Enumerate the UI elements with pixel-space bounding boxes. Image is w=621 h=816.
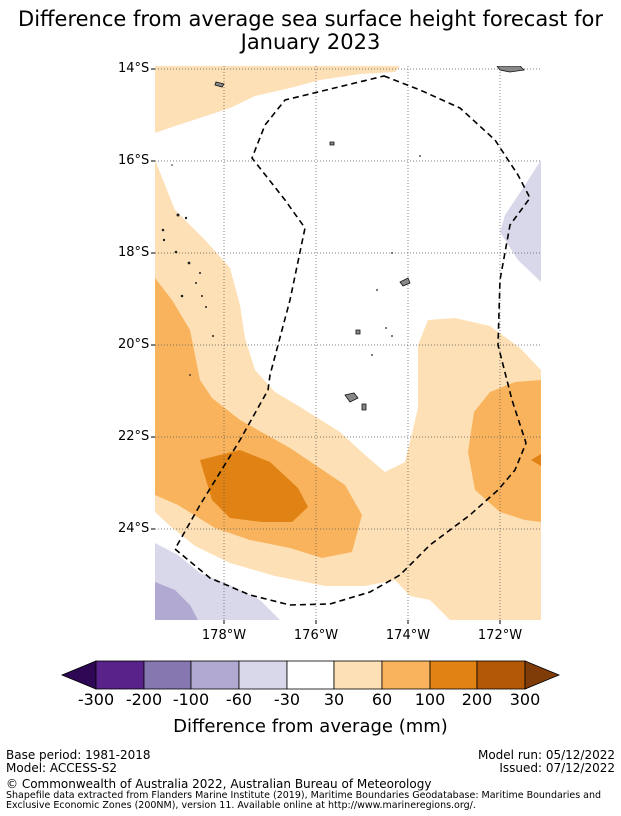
axis-ticks (151, 68, 501, 624)
colorbar-tick: -60 (225, 690, 253, 709)
island-niuafoou (329, 141, 335, 146)
colorbar (60, 660, 561, 690)
shapefile-credit-line-1: Shapefile data extracted from Flanders M… (6, 790, 602, 801)
islands (214, 66, 525, 411)
anomaly-neg60-neg100-south (155, 582, 198, 620)
lon-label-172w: 172°W (477, 628, 523, 643)
lat-label-14s: 14°S (118, 61, 150, 76)
gridlines (155, 66, 541, 620)
anomaly-neg30-neg60-east (500, 160, 541, 282)
colorbar-label: Difference from average (mm) (173, 716, 448, 737)
copyright: © Commonwealth of Australia 2022, Austra… (6, 777, 432, 791)
colorbar-bin-1 (95, 660, 145, 690)
base-period: Base period: 1981-2018 (6, 748, 151, 762)
island-tongatapu (344, 392, 359, 403)
fiji-islets (161, 155, 421, 376)
issued-date: Issued: 07/12/2022 (499, 761, 615, 775)
colorbar-tick: 100 (414, 690, 446, 709)
lon-label-174w: 174°W (385, 628, 431, 643)
map-plot-area (155, 66, 541, 620)
island-haapai (355, 329, 361, 335)
anomaly-60-100-east (468, 380, 541, 522)
colorbar-high-extension (524, 660, 561, 690)
colorbar-tick: -100 (172, 690, 210, 709)
colorbar-tick: 300 (509, 690, 541, 709)
colorbar-bin-9 (476, 660, 526, 690)
colorbar-tick: 60 (371, 690, 393, 709)
island-wallis-area (214, 81, 225, 88)
anomaly-60-100-west (155, 278, 362, 558)
colorbar-tick: -30 (273, 690, 301, 709)
lat-label-24s: 24°S (118, 521, 150, 536)
colorbar-bin-7 (381, 660, 431, 690)
title-line-2: January 2023 (240, 30, 381, 54)
eez-boundary-tonga (173, 75, 531, 606)
colorbar-tick: 30 (323, 690, 345, 709)
lat-label-18s: 18°S (118, 245, 150, 260)
colorbar-bin-2 (143, 660, 192, 690)
island-samoa (496, 66, 525, 73)
colorbar-tick: -200 (125, 690, 163, 709)
colorbar-bin-4 (238, 660, 288, 690)
anomaly-100-200-east (531, 454, 541, 466)
shapefile-credit-line-2: Exclusive Economic Zones (200NM), versio… (6, 800, 476, 811)
colorbar-bin-5 (286, 660, 335, 690)
lat-label-20s: 20°S (118, 337, 150, 352)
title-line-1: Difference from average sea surface heig… (18, 7, 603, 31)
colorbar-bin-6 (333, 660, 383, 690)
model-run-date: Model run: 05/12/2022 (477, 748, 615, 762)
colorbar-low-extension (60, 660, 97, 690)
lon-label-176w: 176°W (293, 628, 339, 643)
chart-title: Difference from average sea surface heig… (0, 8, 621, 54)
model-name: Model: ACCESS-S2 (6, 761, 118, 775)
island-vavau (399, 277, 411, 287)
island-eua (361, 403, 367, 411)
colorbar-tick: 200 (461, 690, 493, 709)
lat-label-16s: 16°S (118, 153, 150, 168)
colorbar-bin-3 (190, 660, 240, 690)
colorbar-tick: -300 (77, 690, 115, 709)
lon-label-178w: 178°W (201, 628, 247, 643)
anomaly-100-200-west (200, 450, 308, 522)
lat-label-22s: 22°S (118, 429, 150, 444)
colorbar-bin-8 (429, 660, 478, 690)
